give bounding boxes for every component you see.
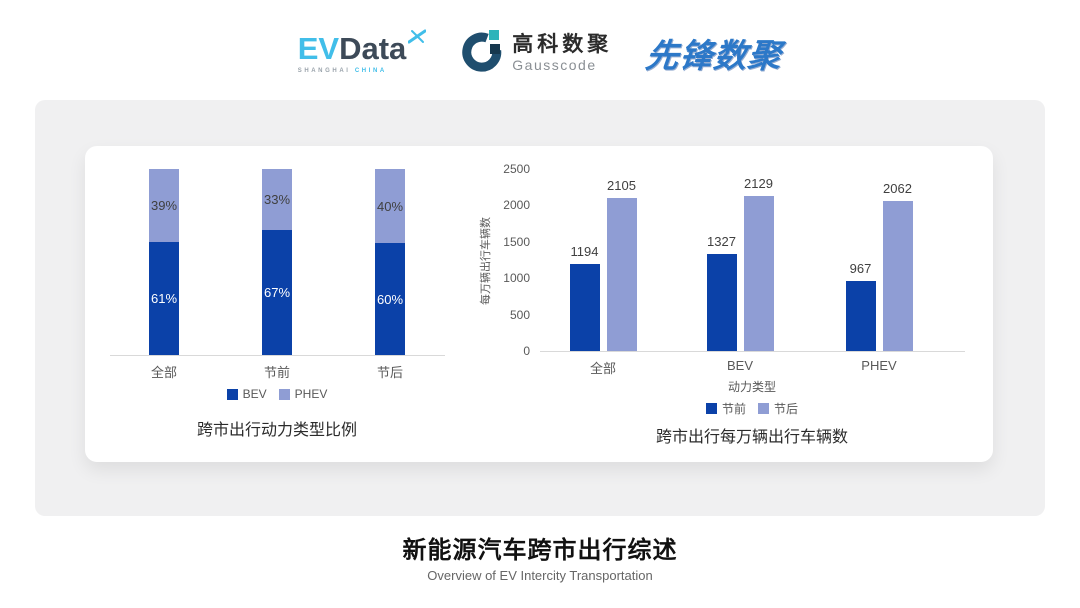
- stacked-bar-节前: 33% 67%: [262, 169, 292, 355]
- category-label-节前: 节前: [263, 365, 290, 380]
- bar-segment-bev: 61%: [149, 241, 179, 355]
- grouped-bar-PHEV-节前: [845, 280, 876, 351]
- evdata-logo-subtitle: SHANGHAI CHINA: [297, 67, 387, 74]
- gausscode-name-en: Gausscode: [512, 56, 597, 73]
- value-label-PHEV-节前: 967: [849, 260, 872, 276]
- legend-label: 节前: [721, 402, 746, 416]
- value-label-全部-节后: 2105: [607, 177, 636, 193]
- right-chart-title: 跨市出行每万辆出行车辆数: [655, 429, 848, 446]
- y-tick-2000: 2000: [503, 198, 530, 213]
- legend-swatch: [226, 388, 238, 400]
- right-x-axis-line: [540, 351, 965, 352]
- category-label-节后: 节后: [376, 365, 403, 380]
- bev-percent-label: 67%: [263, 285, 291, 301]
- page-subtitle: Overview of EV Intercity Transportation: [427, 568, 653, 583]
- bar-segment-bev: 67%: [262, 230, 292, 355]
- value-label-全部-节前: 1194: [570, 244, 599, 260]
- category-label-全部: 全部: [150, 365, 177, 380]
- left-x-axis-line: [110, 355, 445, 356]
- legend-item-节后: 节后: [758, 400, 798, 417]
- category-label-BEV: BEV: [726, 358, 753, 373]
- legend-swatch: [278, 388, 290, 400]
- phev-percent-label: 40%: [376, 198, 404, 214]
- legend-item-BEV: BEV: [226, 387, 267, 401]
- phev-percent-label: 39%: [150, 197, 178, 213]
- stacked-bar-全部: 39% 61%: [149, 169, 179, 355]
- phev-percent-label: 33%: [263, 192, 291, 208]
- gausscode-g-icon: [460, 29, 504, 78]
- left-chart-title: 跨市出行动力类型比例: [196, 422, 357, 439]
- gausscode-name-cn: 高科数聚: [512, 32, 613, 56]
- bar-segment-phev: 33%: [262, 169, 292, 231]
- value-label-BEV-节前: 1327: [707, 234, 736, 250]
- chart-trips-per-10k: 每万辆出行车辆数 动力类型 跨市出行每万辆出行车辆数 节前 节后 0 500 1000…: [465, 146, 993, 462]
- evdata-logo: EV Data SHANGHAI CHINA: [297, 29, 427, 74]
- evdata-logo-ev: EV: [297, 30, 340, 66]
- grouped-bar-全部-节前: [569, 264, 600, 351]
- legend-item-PHEV: PHEV: [278, 387, 328, 401]
- grouped-bar-BEV-节后: [743, 196, 774, 351]
- grouped-bar-全部-节后: [606, 197, 637, 351]
- bev-percent-label: 60%: [376, 291, 404, 307]
- value-label-BEV-节后: 2129: [744, 176, 773, 191]
- value-label-PHEV-节后: 2062: [883, 180, 912, 196]
- bar-segment-bev: 60%: [375, 243, 405, 355]
- gausscode-logo: 高科数聚 Gausscode: [460, 29, 612, 78]
- page-title: 新能源汽车跨市出行综述: [402, 537, 678, 564]
- y-tick-1000: 1000: [503, 271, 530, 286]
- legend-label: PHEV: [294, 387, 328, 401]
- left-chart-legend: BEV PHEV: [127, 387, 427, 401]
- category-label-全部: 全部: [589, 361, 616, 376]
- right-x-axis-title: 动力类型: [727, 380, 776, 394]
- bev-percent-label: 61%: [150, 290, 178, 306]
- grouped-bar-PHEV-节后: [882, 200, 913, 351]
- legend-label: BEV: [242, 387, 267, 401]
- header-logos: EV Data SHANGHAI CHINA 高科数聚 Gausscode: [0, 20, 1080, 86]
- y-tick-2500: 2500: [503, 162, 530, 176]
- stacked-bar-节后: 40% 60%: [375, 169, 405, 355]
- right-chart-legend: 节前 节后: [652, 400, 852, 417]
- chart-power-type-ratio: 跨市出行动力类型比例 BEV PHEV 39% 61% 全部 33% 67% 节前 40% 60…: [85, 146, 505, 462]
- y-tick-0: 0: [523, 344, 530, 358]
- evdata-x-icon: [407, 29, 427, 49]
- bar-segment-phev: 39%: [149, 169, 179, 242]
- legend-swatch: [758, 403, 769, 414]
- legend-swatch: [705, 403, 717, 414]
- legend-label: 节后: [774, 402, 799, 416]
- category-label-PHEV: PHEV: [861, 358, 897, 373]
- bar-segment-phev: 40%: [375, 169, 405, 244]
- legend-item-节前: 节前: [705, 400, 746, 417]
- y-tick-1500: 1500: [503, 234, 530, 249]
- xianfeng-logo: 先锋数聚: [644, 37, 784, 74]
- charts-panel: 跨市出行动力类型比例 BEV PHEV 39% 61% 全部 33% 67% 节前 40% 60…: [85, 146, 993, 462]
- evdata-logo-data: Data: [339, 30, 407, 66]
- y-tick-500: 500: [509, 307, 530, 322]
- grouped-bar-BEV-节前: [706, 254, 737, 351]
